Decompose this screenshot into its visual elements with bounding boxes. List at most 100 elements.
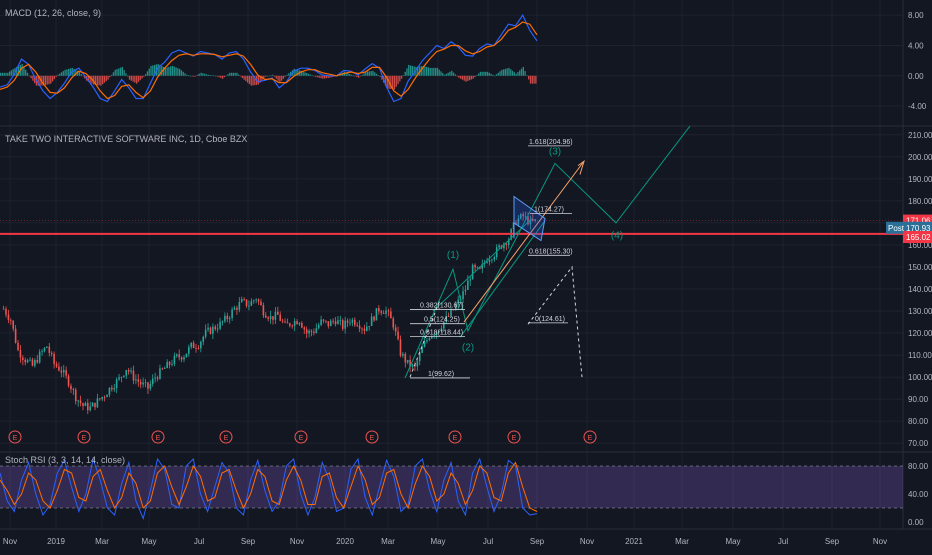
macd-histogram-bar xyxy=(187,75,190,76)
price-pane[interactable]: 1.618(204.96) 1(174.27) 0.618(155.30) 0.382… xyxy=(0,125,903,444)
macd-histogram-bar xyxy=(139,75,141,81)
candle-body xyxy=(142,382,144,385)
macd-histogram-bar xyxy=(250,75,252,86)
candle-body xyxy=(231,309,233,319)
candle-body xyxy=(197,348,200,349)
macd-histogram-bar xyxy=(227,74,229,76)
candle-body xyxy=(406,359,409,363)
macd-histogram-bar xyxy=(350,74,353,76)
candle-body xyxy=(344,320,346,329)
macd-histogram-bar xyxy=(191,75,193,77)
price-y-tick-label: 190.00 xyxy=(908,175,932,184)
candle-body xyxy=(168,362,171,365)
macd-histogram-bar xyxy=(535,75,537,84)
candle-body xyxy=(298,322,301,325)
rsi-y-tick-label: 80.00 xyxy=(908,462,929,471)
price-y-tick-label: 80.00 xyxy=(908,417,929,426)
candle-body xyxy=(161,368,164,370)
candle-body xyxy=(209,327,212,334)
candle-body xyxy=(216,328,219,330)
candle-body xyxy=(418,352,421,362)
candle-body xyxy=(358,325,361,329)
macd-histogram-bar xyxy=(216,75,218,77)
candle-body xyxy=(404,353,407,363)
candle-body xyxy=(529,219,532,225)
macd-histogram-bar xyxy=(420,66,422,76)
macd-histogram-bar xyxy=(196,74,199,76)
candle-body xyxy=(58,366,60,371)
candle-body xyxy=(243,299,245,300)
macd-histogram-bar xyxy=(377,75,379,76)
price-y-tick-label: 200.00 xyxy=(908,153,932,162)
candle-body xyxy=(368,326,371,327)
macd-histogram-bar xyxy=(272,74,274,76)
macd-histogram-bar xyxy=(288,73,290,76)
macd-histogram-bar xyxy=(218,75,220,78)
macd-pane[interactable] xyxy=(0,13,538,103)
macd-histogram-bar xyxy=(189,75,192,77)
macd-histogram-bar xyxy=(286,74,288,76)
macd-histogram-bar xyxy=(409,65,412,76)
macd-histogram-bar xyxy=(171,65,174,76)
macd-histogram-bar xyxy=(173,66,175,76)
macd-histogram-bar xyxy=(424,66,426,76)
candle-body xyxy=(135,379,137,381)
macd-histogram-bar xyxy=(17,65,20,76)
macd-histogram-bar xyxy=(354,75,356,77)
macd-histogram-bar xyxy=(300,70,303,76)
macd-histogram-bar xyxy=(130,75,132,81)
macd-histogram-bar xyxy=(25,69,27,76)
macd-histogram-bar xyxy=(313,75,315,77)
candle-body xyxy=(495,247,498,258)
macd-histogram-bar xyxy=(109,75,111,78)
macd-histogram-bar xyxy=(100,75,102,86)
stoch-rsi-title: Stoch RSI (3, 3, 14, 14, close) xyxy=(5,455,126,465)
x-tick-label: Mar xyxy=(675,537,689,546)
macd-histogram-bar xyxy=(526,75,528,76)
macd-histogram-bar xyxy=(50,75,52,84)
macd-histogram-bar xyxy=(399,75,401,82)
macd-histogram-bar xyxy=(270,75,272,76)
candle-body xyxy=(399,339,402,356)
macd-y-tick-label: -4.00 xyxy=(908,102,927,111)
macd-histogram-bar xyxy=(177,68,179,76)
macd-histogram-bar xyxy=(379,75,381,77)
earnings-marker xyxy=(77,430,91,444)
candle-body xyxy=(255,299,257,301)
candle-body xyxy=(267,317,269,320)
candle-body xyxy=(375,308,378,321)
macd-histogram-bar xyxy=(442,73,444,76)
candle-body xyxy=(334,321,337,325)
macd-histogram-bar xyxy=(123,70,125,76)
macd-histogram-bar xyxy=(331,75,333,78)
price-label-text: 171.06 xyxy=(906,217,931,226)
candle-body xyxy=(195,347,197,349)
wave-label: (2) xyxy=(462,343,474,354)
candle-body xyxy=(233,307,236,310)
macd-histogram-bar xyxy=(146,71,149,76)
candle-body xyxy=(440,328,443,331)
earnings-marker-label: E xyxy=(224,435,229,442)
stoch-rsi-pane[interactable] xyxy=(0,457,903,521)
macd-histogram-bar xyxy=(198,73,200,76)
candle-body xyxy=(111,387,113,390)
macd-histogram-bar xyxy=(268,75,270,77)
macd-histogram-bar xyxy=(223,75,226,78)
candle-body xyxy=(2,308,5,310)
macd-histogram-bar xyxy=(472,75,474,79)
candle-body xyxy=(402,353,404,356)
stoch-band xyxy=(0,466,903,508)
macd-histogram-bar xyxy=(454,74,456,76)
macd-histogram-bar xyxy=(513,72,516,76)
price-label-text: 165.02 xyxy=(906,233,931,242)
macd-histogram-bar xyxy=(501,69,503,76)
macd-histogram-bar xyxy=(132,75,134,82)
candle-body xyxy=(123,375,125,377)
candle-body xyxy=(284,321,286,323)
macd-histogram-bar xyxy=(400,75,403,79)
macd-histogram-bar xyxy=(445,73,448,76)
macd-histogram-bar xyxy=(254,75,256,86)
candle-body xyxy=(43,347,46,352)
macd-histogram-bar xyxy=(311,75,313,76)
macd-histogram-bar xyxy=(202,73,204,76)
